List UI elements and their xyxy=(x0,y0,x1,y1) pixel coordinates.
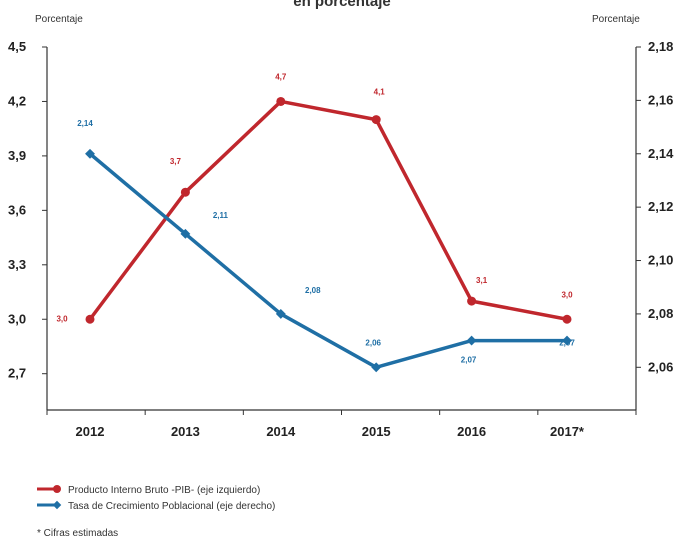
poblacion-data-label: 2,07 xyxy=(461,356,477,365)
pib-point xyxy=(276,96,286,106)
poblacion-data-label: 2,14 xyxy=(77,119,93,128)
legend: Producto Interno Bruto -PIB- (eje izquie… xyxy=(37,485,275,512)
x-tick-label: 2012 xyxy=(76,424,105,439)
right-tick-label: 2,16 xyxy=(648,92,673,107)
x-tick-label: 2014 xyxy=(266,424,296,439)
right-tick-label: 2,12 xyxy=(648,199,673,214)
poblacion-data-label: 2,08 xyxy=(305,286,321,295)
legend-item-pib: Producto Interno Bruto -PIB- (eje izquie… xyxy=(37,485,260,496)
poblacion-point xyxy=(180,228,191,239)
right-tick-label: 2,06 xyxy=(648,359,673,374)
legend-marker-poblacion xyxy=(52,500,62,510)
legend-label-poblacion: Tasa de Crecimiento Poblacional (eje der… xyxy=(68,501,275,512)
poblacion-data-label: 2,07 xyxy=(559,339,575,348)
left-tick-label: 3,6 xyxy=(8,202,26,217)
right-axis-ticks: 2,18 2,16 2,14 2,12 2,10 2,08 2,06 xyxy=(636,39,674,374)
left-tick-label: 4,5 xyxy=(8,39,26,54)
legend-marker-pib xyxy=(53,485,61,493)
data-labels: 3,0 3,7 4,7 4,1 3,1 3,0 2,14 2,11 2,08 2,06 2,07 2,… xyxy=(56,72,575,364)
poblacion-point xyxy=(371,362,382,373)
pib-data-label: 3,0 xyxy=(56,314,68,323)
pib-data-label: 3,0 xyxy=(561,290,573,299)
pib-point xyxy=(371,115,381,125)
pib-data-label: 4,7 xyxy=(275,72,287,81)
left-tick-label: 2,7 xyxy=(8,366,26,381)
pib-point xyxy=(562,314,572,324)
pib-data-label: 3,1 xyxy=(476,276,488,285)
legend-label-pib: Producto Interno Bruto -PIB- (eje izquie… xyxy=(68,485,260,496)
pib-point xyxy=(467,296,477,306)
pib-point xyxy=(180,187,190,197)
legend-item-poblacion: Tasa de Crecimiento Poblacional (eje der… xyxy=(37,500,275,512)
poblacion-point xyxy=(562,335,572,346)
poblacion-point xyxy=(85,148,95,159)
poblacion-data-label: 2,11 xyxy=(213,211,229,220)
right-tick-label: 2,10 xyxy=(648,253,673,268)
series-line-poblacion xyxy=(88,152,567,370)
x-axis-ticks: 2012 2013 2014 2015 2016 2017* xyxy=(46,410,637,439)
left-tick-label: 3,0 xyxy=(8,311,26,326)
left-tick-label: 3,9 xyxy=(8,148,26,163)
pib-data-label: 3,7 xyxy=(170,157,182,166)
right-axis-title: Porcentaje xyxy=(592,14,640,25)
left-axis-ticks: 4,5 4,2 3,9 3,6 3,3 3,0 2,7 xyxy=(8,39,47,381)
poblacion-point xyxy=(466,335,477,346)
x-tick-label: 2017* xyxy=(550,424,585,439)
right-tick-label: 2,18 xyxy=(648,39,673,54)
x-tick-label: 2013 xyxy=(171,424,200,439)
series-layer xyxy=(85,96,572,373)
pib-point xyxy=(85,314,95,324)
footnote: * Cifras estimadas xyxy=(37,528,118,538)
left-axis-title: Porcentaje xyxy=(35,14,83,25)
right-tick-label: 2,14 xyxy=(648,146,674,161)
pib-data-label: 4,1 xyxy=(374,88,386,97)
poblacion-point xyxy=(275,308,286,319)
x-tick-label: 2015 xyxy=(362,424,391,439)
right-tick-label: 2,08 xyxy=(648,306,673,321)
poblacion-data-label: 2,06 xyxy=(365,338,381,347)
left-tick-label: 4,2 xyxy=(8,93,26,108)
left-tick-label: 3,3 xyxy=(8,257,26,272)
x-tick-label: 2016 xyxy=(457,424,486,439)
series-line-pib xyxy=(88,99,568,321)
chart-title: en porcentaje xyxy=(293,0,391,10)
